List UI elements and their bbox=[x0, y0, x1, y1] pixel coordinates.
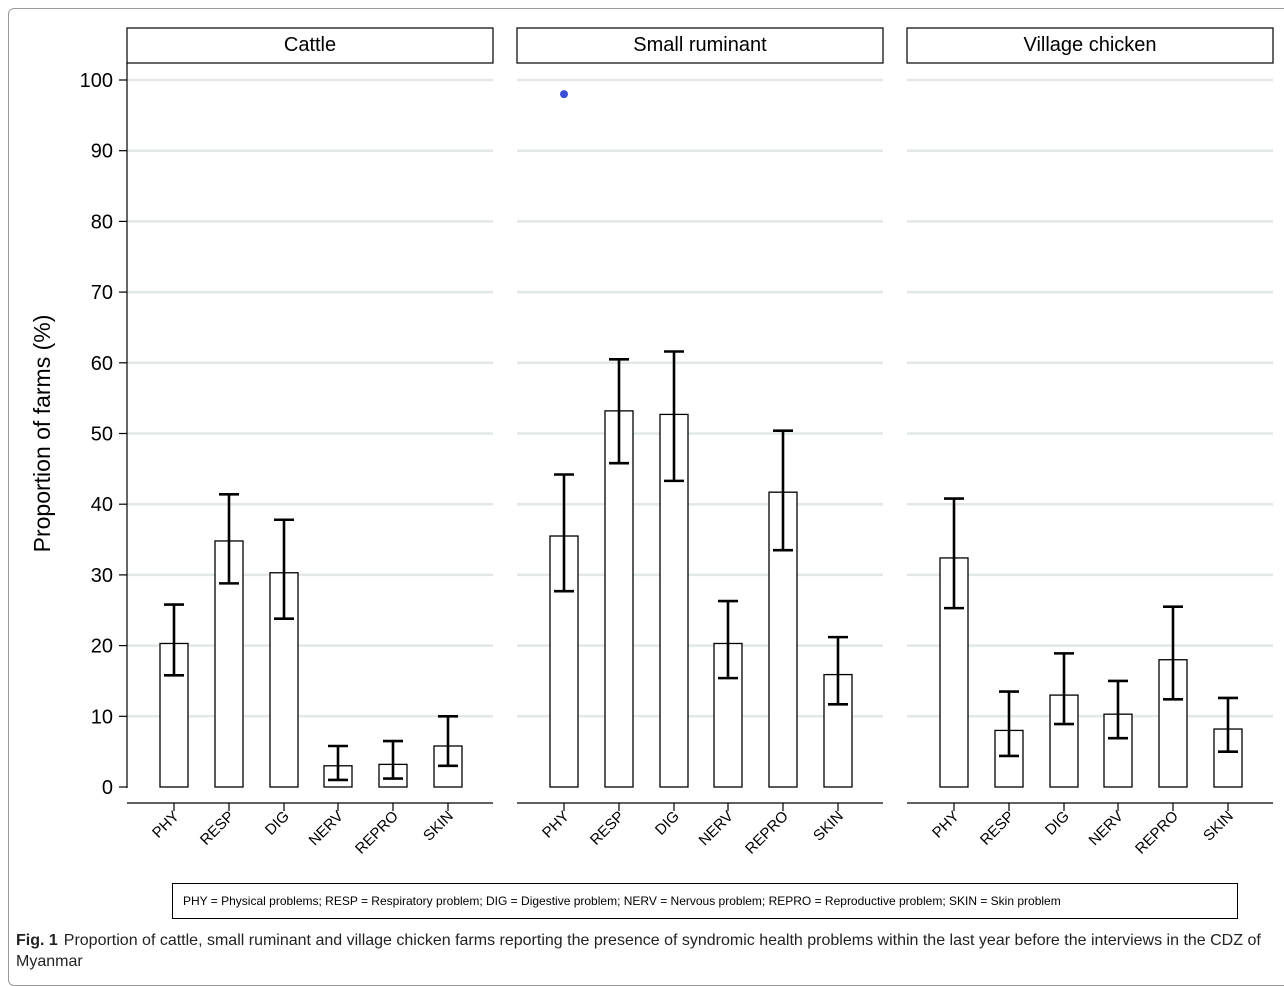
y-tick-label: 40 bbox=[91, 494, 113, 516]
x-tick-label: SKIN bbox=[1200, 808, 1237, 845]
x-tick-label: REPRO bbox=[352, 808, 402, 858]
x-tick-label: RESP bbox=[977, 808, 1018, 849]
panel-strip bbox=[126, 27, 494, 64]
x-tick-label: RESP bbox=[587, 808, 628, 849]
y-tick-label: 50 bbox=[91, 424, 113, 446]
panel-title: Cattle bbox=[284, 34, 336, 56]
caption-label: Fig. 1 bbox=[16, 932, 58, 949]
chart: 0 10 20 30 40 50 60 70 80 90 100 Proportion of farm… bbox=[29, 27, 1274, 858]
y-tick-label: 70 bbox=[91, 282, 113, 304]
panel-strip bbox=[906, 27, 1274, 64]
figure-caption: Fig. 1 Proportion of cattle, small rumina… bbox=[16, 930, 1266, 972]
caption-text: Proportion of cattle, small ruminant and… bbox=[16, 932, 1261, 970]
panel-title: Village chicken bbox=[1023, 34, 1156, 56]
x-tick-label: DIG bbox=[262, 808, 293, 839]
outlier-point bbox=[560, 90, 568, 99]
bar bbox=[604, 410, 634, 788]
x-tick-label: PHY bbox=[929, 808, 963, 842]
x-tick-label: PHY bbox=[149, 808, 183, 842]
x-tick-label: SKIN bbox=[420, 808, 457, 845]
x-tick-label: NERV bbox=[1086, 808, 1127, 849]
y-tick-label: 0 bbox=[102, 777, 113, 799]
y-tick-label: 30 bbox=[91, 565, 113, 587]
y-tick-label: 80 bbox=[91, 211, 113, 233]
x-tick-label: SKIN bbox=[810, 808, 847, 845]
y-axis-title: Proportion of farms (%) bbox=[29, 315, 55, 553]
x-tick-label: RESP bbox=[197, 808, 238, 849]
y-tick-label: 20 bbox=[91, 636, 113, 658]
y-tick-label: 100 bbox=[80, 70, 113, 92]
x-tick-label: REPRO bbox=[742, 808, 792, 858]
x-tick-label: NERV bbox=[696, 808, 737, 849]
y-tick-label: 90 bbox=[91, 141, 113, 163]
y-tick-label: 60 bbox=[91, 353, 113, 375]
x-tick-label: PHY bbox=[539, 808, 573, 842]
x-tick-label: DIG bbox=[652, 808, 683, 839]
abbreviation-legend: PHY = Physical problems; RESP = Respirat… bbox=[172, 883, 1238, 919]
x-tick-label: NERV bbox=[306, 808, 347, 849]
bar bbox=[214, 540, 244, 788]
x-tick-label: DIG bbox=[1042, 808, 1073, 839]
y-tick-label: 10 bbox=[91, 706, 113, 728]
legend-text: PHY = Physical problems; RESP = Respirat… bbox=[183, 894, 1061, 908]
x-tick-label: REPRO bbox=[1132, 808, 1182, 858]
panel-strip bbox=[516, 27, 884, 64]
panel-title: Small ruminant bbox=[633, 34, 767, 56]
